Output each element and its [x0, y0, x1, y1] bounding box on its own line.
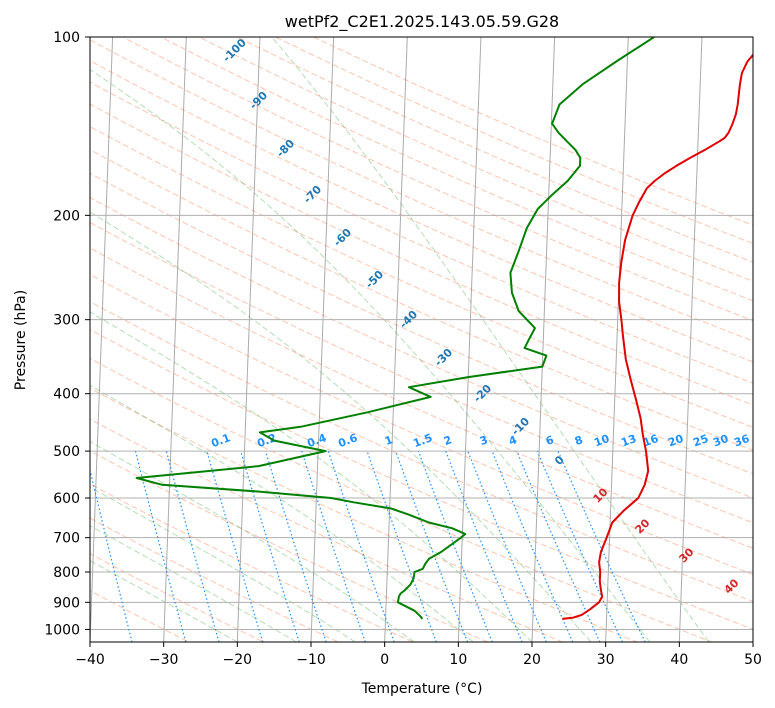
y-tick-label: 800 [53, 565, 80, 581]
isotherm-line [605, 37, 629, 642]
x-tick-label: 30 [597, 652, 615, 668]
mixing-ratio-label: 2 [442, 433, 454, 448]
dry-adiabat-line [90, 103, 753, 406]
moist-adiabat-line [90, 69, 651, 642]
mixing-ratio-label: 20 [666, 432, 685, 450]
mixing-ratio-label: 0.1 [209, 431, 232, 450]
moist-adiabat-line [90, 559, 238, 642]
mixing-ratio-line [90, 467, 133, 642]
moist-adiabat-line [271, 37, 710, 642]
mixing-ratio-line [264, 450, 327, 642]
mixing-ratio-label: 0.2 [255, 431, 278, 450]
mixing-ratio-label: 36 [732, 432, 751, 450]
mixing-ratio-line [516, 450, 601, 642]
y-tick-label: 1000 [44, 622, 80, 638]
x-axis-label: Temperature (°C) [361, 681, 483, 697]
mixing-ratio-line [206, 450, 264, 642]
mixing-ratio-line [327, 450, 395, 642]
mixing-ratio-line [165, 450, 220, 642]
y-tick-label: 300 [53, 313, 80, 329]
mixing-ratio-line [366, 450, 437, 642]
mixing-ratio-label: 16 [641, 432, 660, 450]
mixing-ratio-label: 1 [383, 433, 395, 448]
plot-frame [89, 36, 754, 643]
mixing-ratio-line [467, 450, 547, 642]
y-tick-label: 400 [53, 387, 80, 403]
mixing-ratio-label: 13 [619, 432, 638, 449]
mixing-ratio-line [491, 450, 574, 642]
dry-adiabat-line [90, 221, 753, 524]
isotherm-line [90, 37, 114, 642]
x-tick-label: 0 [380, 652, 389, 668]
y-tick-label: 200 [53, 208, 80, 224]
x-axis-ticks: −40 −30 −20 −10 0 10 20 30 40 50 [75, 642, 762, 668]
x-tick-label: 20 [523, 652, 541, 668]
isotherm-line [531, 37, 556, 642]
mixing-ratio-line [134, 450, 187, 642]
moist-adiabat-line [90, 211, 592, 642]
mixing-ratio-line [557, 450, 646, 642]
isotherm-line [678, 37, 703, 642]
x-tick-label: −20 [223, 652, 253, 668]
y-tick-label: 600 [53, 491, 80, 507]
isotherm-line [310, 37, 335, 642]
mixing-ratio-label: 4 [507, 433, 519, 448]
x-tick-label: −40 [75, 652, 105, 668]
mixing-ratio-label: 30 [711, 432, 730, 450]
y-tick-label: 100 [53, 30, 80, 46]
chart-title: wetPf2_C2E1.2025.143.05.59.G28 [285, 12, 559, 32]
y-tick-label: 500 [53, 444, 80, 460]
mixing-ratio-line [536, 450, 623, 642]
dry-adiabat-line [90, 357, 714, 642]
mixing-ratio-label: 1.5 [411, 431, 434, 450]
mixing-ratio-lines [90, 450, 646, 642]
dry-adiabat-line [90, 329, 753, 630]
dry-adiabat-line [312, 37, 753, 226]
mixing-ratio-label: 8 [573, 433, 585, 448]
x-tick-label: −10 [296, 652, 326, 668]
isotherm-line [384, 37, 408, 642]
dry-adiabat-line [90, 418, 564, 642]
dry-adiabat-line [90, 450, 489, 642]
dry-adiabat-line [90, 39, 753, 342]
isotherms [90, 37, 753, 642]
dry-adiabat-line [90, 149, 753, 451]
mixing-ratio-line [240, 450, 300, 642]
x-tick-label: 50 [744, 652, 762, 668]
x-tick-label: 10 [449, 652, 467, 668]
dry-adiabat-line [90, 172, 753, 475]
dewpoint-profile-line [135, 37, 655, 620]
moist-adiabat-line [90, 384, 474, 642]
y-tick-label: 700 [53, 531, 80, 547]
y-axis-ticks: 100 200 300 400 500 600 700 800 900 1000 [44, 30, 90, 638]
x-tick-label: −30 [149, 652, 179, 668]
y-tick-label: 900 [53, 595, 80, 611]
mixing-ratio-label: 25 [691, 432, 710, 449]
mixing-ratio-label: 0.4 [305, 431, 328, 450]
dry-adiabat-line [90, 387, 639, 642]
isotherm-line [236, 37, 261, 642]
mixing-ratio-label: 0.6 [336, 431, 359, 450]
moist-adiabat-line [90, 525, 297, 642]
profile-lines [135, 37, 753, 620]
isobars [90, 37, 753, 630]
mixing-ratio-line [301, 450, 366, 642]
isotherm-line [457, 37, 482, 642]
dry-adiabat-line [90, 60, 753, 363]
dry-adiabat-line [160, 37, 753, 302]
temperature-profile-line [562, 53, 753, 620]
mixing-ratio-label: 3 [478, 433, 490, 448]
plot-area: -100-90-80-70-60-50-40-30-20-1000.1 0.2 0.… [90, 37, 753, 642]
isotherm-line [163, 37, 187, 642]
x-tick-label: 40 [670, 652, 688, 668]
y-axis-label: Pressure (hPa) [13, 290, 29, 390]
mixing-ratio-label: 6 [544, 433, 556, 448]
mixing-ratio-label: 10 [592, 432, 611, 450]
dry-adiabat-line [90, 247, 753, 549]
moist-adiabat-line [90, 440, 415, 642]
dry-adiabat-line [90, 301, 753, 602]
